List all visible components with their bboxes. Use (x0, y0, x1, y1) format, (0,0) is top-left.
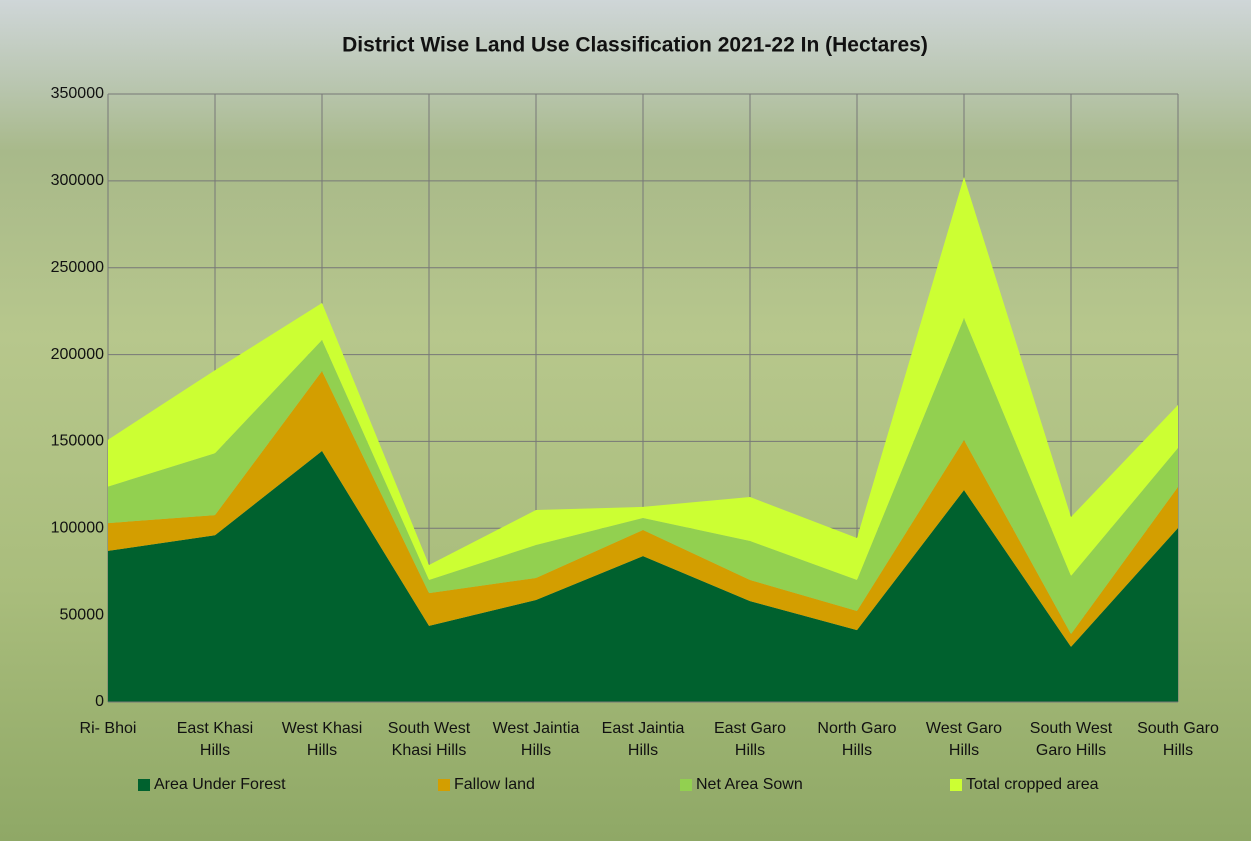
y-tick-label: 50000 (60, 606, 105, 623)
y-tick-label: 250000 (51, 259, 104, 276)
legend-label: Fallow land (454, 776, 535, 793)
y-tick-label: 300000 (51, 172, 104, 189)
y-tick-label: 200000 (51, 346, 104, 363)
area (108, 450, 1178, 702)
x-tick-label: South West Khasi Hills (387, 720, 471, 759)
legend-swatch (950, 779, 962, 791)
y-tick-label: 150000 (51, 433, 104, 450)
x-tick-label: South Garo Hills (1137, 720, 1219, 759)
x-tick-label: Ri- Bhoi (79, 720, 137, 737)
x-tick-label: East Khasi Hills (176, 720, 254, 759)
legend-item: Net Area Sown (680, 776, 803, 794)
x-tick-label: South West Garo Hills (1029, 720, 1113, 759)
legend-label: Net Area Sown (696, 776, 803, 793)
chart-title: District Wise Land Use Classification 20… (342, 34, 928, 57)
x-tick-label: East Garo Hills (713, 720, 787, 759)
y-tick-label: 100000 (51, 520, 104, 537)
legend-label: Total cropped area (966, 776, 1099, 793)
legend-item: Fallow land (438, 776, 535, 794)
legend-item: Area Under Forest (138, 776, 286, 794)
area (108, 318, 1178, 635)
x-tick-label: North Garo Hills (817, 720, 897, 759)
legend-item: Total cropped area (950, 776, 1099, 794)
x-tick-label: West Garo Hills (925, 720, 1003, 759)
x-tick-label: West Khasi Hills (281, 720, 363, 759)
legend-swatch (680, 779, 692, 791)
legend-label: Area Under Forest (154, 776, 286, 793)
legend-swatch (138, 779, 150, 791)
legend-swatch (438, 779, 450, 791)
x-tick-label: East Jaintia Hills (601, 720, 685, 759)
x-tick-label: West Jaintia Hills (492, 720, 580, 759)
area (108, 177, 1178, 581)
y-tick-label: 350000 (51, 85, 104, 102)
y-tick-label: 0 (95, 693, 104, 710)
